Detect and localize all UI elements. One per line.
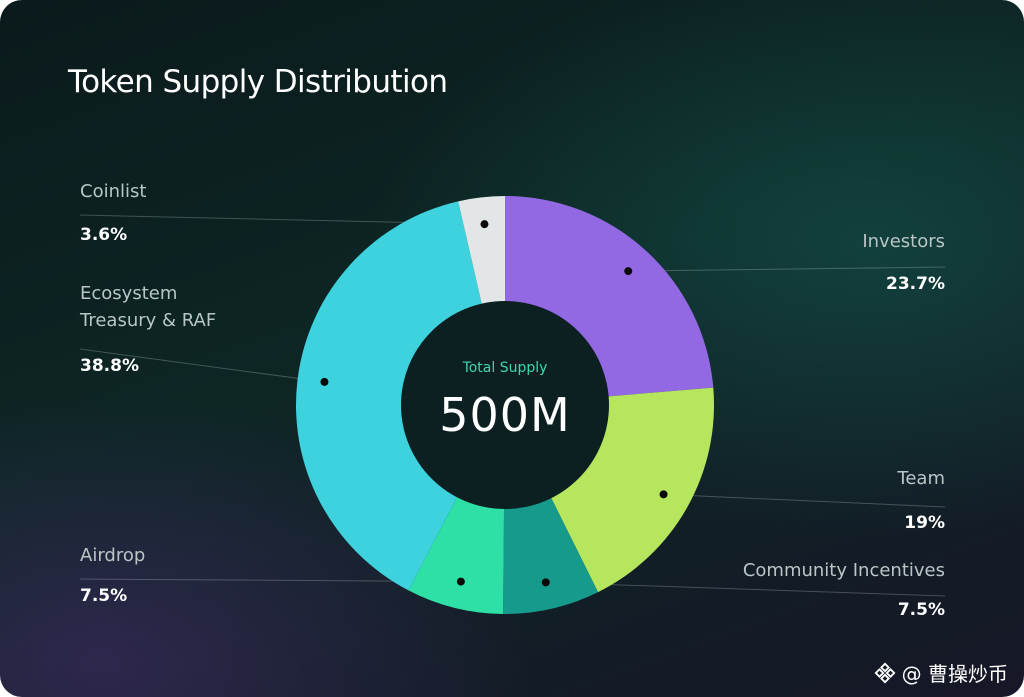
marker-ecosystem xyxy=(320,377,329,386)
watermark: @ 曹操炒币 xyxy=(874,658,1008,687)
marker-team xyxy=(659,490,668,499)
leader-line-community xyxy=(545,581,946,597)
legend-label-coinlist: Coinlist xyxy=(80,181,147,202)
leader-line-ecosystem xyxy=(79,348,325,383)
legend-value-airdrop: 7.5% xyxy=(80,586,128,606)
legend-label-airdrop: Airdrop xyxy=(80,545,146,566)
binance-logo-icon xyxy=(874,662,896,683)
leader-line-investors xyxy=(628,266,946,272)
legend-value-community: 7.5% xyxy=(897,600,945,620)
watermark-text: @ 曹操炒币 xyxy=(901,662,1008,686)
legend-label-ecosystem: Ecosystem Treasury & RAF xyxy=(80,283,217,331)
legend-value-team: 19% xyxy=(904,513,945,533)
chart-title: Token Supply Distribution xyxy=(68,64,448,100)
marker-coinlist xyxy=(480,220,489,229)
legend-value-investors: 23.7% xyxy=(886,274,945,294)
slice-markers xyxy=(320,220,668,587)
legend-value-ecosystem: 38.8% xyxy=(80,356,139,376)
legend-label-community: Community Incentives xyxy=(742,560,945,581)
legend-value-coinlist: 3.6% xyxy=(80,225,128,245)
donut-hole xyxy=(401,301,609,509)
total-supply-caption: Total Supply xyxy=(462,360,548,376)
legend-label-team: Team xyxy=(897,468,945,489)
leader-line-team xyxy=(663,493,946,508)
legend-label-investors: Investors xyxy=(862,231,945,252)
marker-community xyxy=(541,578,550,587)
marker-airdrop xyxy=(456,577,465,586)
total-supply-value: 500M xyxy=(439,388,571,442)
marker-investors xyxy=(624,267,633,276)
